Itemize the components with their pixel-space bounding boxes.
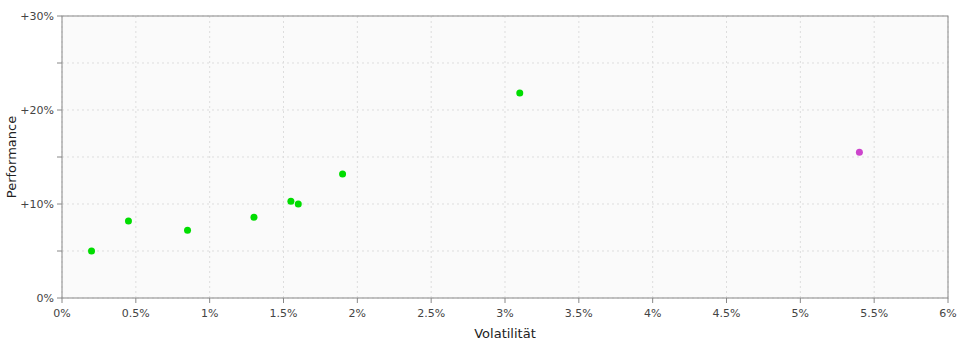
x-grid-line <box>209 16 210 298</box>
x-tick <box>135 298 136 303</box>
x-tick <box>357 298 358 303</box>
y-tick <box>57 63 62 64</box>
x-grid-line <box>431 16 432 298</box>
y-axis-label: Performance <box>4 116 19 198</box>
y-tick <box>57 204 62 205</box>
y-tick-label: +20% <box>20 104 54 117</box>
x-tick-label: 3.5% <box>565 307 593 320</box>
scatter-point <box>250 214 257 221</box>
x-tick <box>652 298 653 303</box>
x-grid-line <box>726 16 727 298</box>
scatter-point <box>184 227 191 234</box>
x-tick-label: 0.5% <box>122 307 150 320</box>
series <box>856 149 863 156</box>
x-tick <box>948 298 949 303</box>
grid <box>62 16 948 298</box>
plot-frame <box>62 16 948 298</box>
scatter-point <box>339 170 346 177</box>
x-tick-label: 4% <box>644 307 661 320</box>
y-tick <box>57 251 62 252</box>
y-tick <box>57 157 62 158</box>
scatter-point <box>287 198 294 205</box>
points <box>88 90 863 255</box>
series <box>88 90 523 255</box>
scatter-point <box>856 149 863 156</box>
y-tick-label: 0% <box>37 292 54 305</box>
x-grid-line <box>800 16 801 298</box>
x-tick <box>874 298 875 303</box>
scatter-point <box>295 201 302 208</box>
x-tick-label: 5.5% <box>860 307 888 320</box>
scatter-point <box>516 90 523 97</box>
y-tick <box>57 110 62 111</box>
y-grid-line <box>62 204 948 205</box>
x-tick <box>283 298 284 303</box>
x-tick-label: 3% <box>496 307 513 320</box>
x-tick-label: 4.5% <box>713 307 741 320</box>
y-grid-line <box>62 157 948 158</box>
y-grid-line <box>62 110 948 111</box>
scatter-point <box>88 248 95 255</box>
x-tick-label: 0% <box>53 307 70 320</box>
x-tick-label: 1.5% <box>270 307 298 320</box>
x-tick <box>800 298 801 303</box>
y-tick-label: +30% <box>20 10 54 23</box>
x-tick-label: 6% <box>939 307 956 320</box>
y-grid-line <box>62 251 948 252</box>
x-tick <box>505 298 506 303</box>
scatter-point <box>125 217 132 224</box>
y-grid-line <box>62 63 948 64</box>
x-tick <box>578 298 579 303</box>
plot-area <box>62 16 948 298</box>
y-tick <box>57 16 62 17</box>
ticks: 0% 0.5% 1% 1.5% 2% 2.5% 3% 3.5% 4% 4.5% 5% 5.5% 6% 0%… <box>20 10 956 320</box>
x-grid-line <box>505 16 506 298</box>
x-tick-label: 1% <box>201 307 218 320</box>
chart-container: 0% 0.5% 1% 1.5% 2% 2.5% 3% 3.5% 4% 4.5% 5% 5.5% 6% 0%… <box>0 0 966 350</box>
x-tick <box>62 298 63 303</box>
x-tick <box>209 298 210 303</box>
x-tick-label: 2% <box>349 307 366 320</box>
x-grid-line <box>135 16 136 298</box>
x-tick-label: 5% <box>792 307 809 320</box>
y-tick-label: +10% <box>20 198 54 211</box>
x-axis-label: Volatilität <box>474 326 536 341</box>
y-tick <box>57 298 62 299</box>
x-tick <box>726 298 727 303</box>
x-tick <box>431 298 432 303</box>
x-tick-label: 2.5% <box>417 307 445 320</box>
chart: 0% 0.5% 1% 1.5% 2% 2.5% 3% 3.5% 4% 4.5% 5% 5.5% 6% 0%… <box>0 0 966 350</box>
